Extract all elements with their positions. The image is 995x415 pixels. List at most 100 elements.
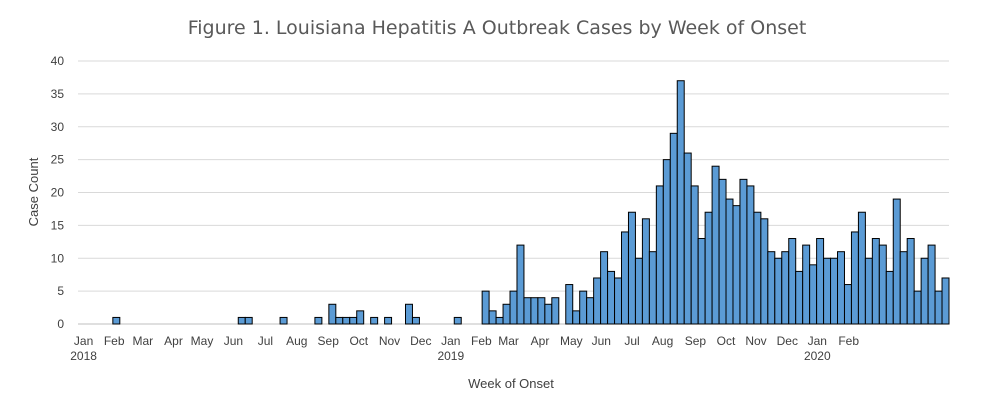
bar bbox=[781, 251, 790, 325]
x-tick-label: Nov bbox=[745, 334, 766, 348]
bar bbox=[941, 277, 950, 325]
bar bbox=[370, 316, 379, 325]
y-tick-label: 10 bbox=[51, 251, 65, 265]
bar bbox=[809, 264, 818, 325]
bar bbox=[641, 218, 650, 325]
x-tick-label: Jun bbox=[592, 334, 611, 348]
bar bbox=[544, 303, 553, 325]
bar bbox=[551, 297, 560, 325]
bar bbox=[530, 297, 539, 325]
bar bbox=[384, 316, 393, 325]
bar bbox=[634, 257, 643, 325]
bar bbox=[711, 165, 720, 325]
bar bbox=[795, 270, 804, 325]
bar bbox=[356, 310, 365, 325]
bar bbox=[878, 244, 887, 325]
bar bbox=[502, 303, 511, 325]
bar bbox=[516, 244, 525, 325]
bar bbox=[411, 316, 420, 325]
bar bbox=[802, 244, 811, 325]
bar bbox=[823, 257, 832, 325]
bar bbox=[816, 238, 825, 325]
x-tick-label: Mar bbox=[498, 334, 519, 348]
bar bbox=[600, 251, 609, 325]
bar bbox=[244, 316, 253, 325]
x-tick-label: Oct bbox=[349, 334, 368, 348]
x-tick-label: Feb bbox=[838, 334, 859, 348]
bar bbox=[112, 316, 121, 325]
bar bbox=[788, 238, 797, 325]
x-tick-label: Dec bbox=[410, 334, 431, 348]
bar bbox=[405, 303, 413, 325]
x-tick-label: Aug bbox=[652, 334, 673, 348]
bar bbox=[523, 297, 532, 325]
bar bbox=[690, 185, 699, 325]
x-tick-label: Mar bbox=[132, 334, 153, 348]
bar bbox=[453, 316, 462, 325]
bar bbox=[767, 251, 776, 325]
x-tick-label: Feb bbox=[104, 334, 125, 348]
bar bbox=[614, 277, 623, 325]
bar bbox=[913, 290, 922, 325]
bar bbox=[683, 152, 692, 325]
bar bbox=[481, 290, 490, 325]
x-tick-label: Apr bbox=[164, 334, 183, 348]
bar bbox=[899, 251, 908, 325]
bar bbox=[676, 80, 685, 325]
bar bbox=[830, 257, 839, 325]
bar bbox=[753, 211, 762, 325]
bars-layer bbox=[112, 80, 950, 325]
y-tick-label: 40 bbox=[51, 54, 65, 68]
bar bbox=[349, 316, 358, 325]
bar bbox=[237, 316, 246, 325]
x-tick-label: Jan bbox=[808, 334, 827, 348]
bar bbox=[892, 198, 901, 325]
bar bbox=[572, 310, 581, 325]
x-tick-label: Sep bbox=[318, 334, 340, 348]
bar bbox=[920, 257, 929, 325]
bar bbox=[906, 238, 915, 325]
x-tick-year-label: 2018 bbox=[70, 349, 97, 363]
y-tick-label: 35 bbox=[51, 87, 65, 101]
bar bbox=[662, 159, 671, 325]
bar bbox=[335, 316, 344, 325]
y-axis-label: Case Count bbox=[26, 157, 41, 226]
bar bbox=[627, 211, 636, 325]
x-tick-label: Oct bbox=[717, 334, 736, 348]
x-axis-label: Week of Onset bbox=[468, 376, 554, 391]
bar bbox=[607, 270, 616, 325]
bar bbox=[697, 238, 706, 325]
x-tick-label: Aug bbox=[286, 334, 307, 348]
bar bbox=[857, 211, 866, 325]
bar bbox=[864, 257, 873, 325]
x-tick-label: Jan bbox=[74, 334, 93, 348]
x-tick-label: Jul bbox=[624, 334, 639, 348]
bar bbox=[927, 244, 936, 325]
y-tick-label: 20 bbox=[51, 186, 65, 200]
bar bbox=[655, 185, 664, 325]
bar bbox=[732, 205, 741, 325]
bar bbox=[579, 290, 588, 325]
bar bbox=[621, 231, 629, 325]
bar bbox=[328, 303, 337, 325]
bar bbox=[593, 277, 602, 325]
bar bbox=[648, 251, 657, 325]
x-tick-year-label: 2020 bbox=[804, 349, 831, 363]
bar bbox=[739, 178, 748, 325]
bar bbox=[509, 290, 518, 325]
bar bbox=[774, 257, 783, 325]
bar bbox=[837, 251, 845, 325]
bar bbox=[565, 284, 574, 325]
bar bbox=[488, 310, 497, 325]
y-tick-label: 15 bbox=[51, 218, 65, 232]
bar bbox=[885, 270, 894, 325]
bar bbox=[746, 185, 755, 325]
x-tick-label: Nov bbox=[379, 334, 400, 348]
x-tick-label: Sep bbox=[685, 334, 707, 348]
bar bbox=[871, 238, 880, 325]
x-tick-label: May bbox=[560, 334, 583, 348]
bar bbox=[850, 231, 859, 325]
